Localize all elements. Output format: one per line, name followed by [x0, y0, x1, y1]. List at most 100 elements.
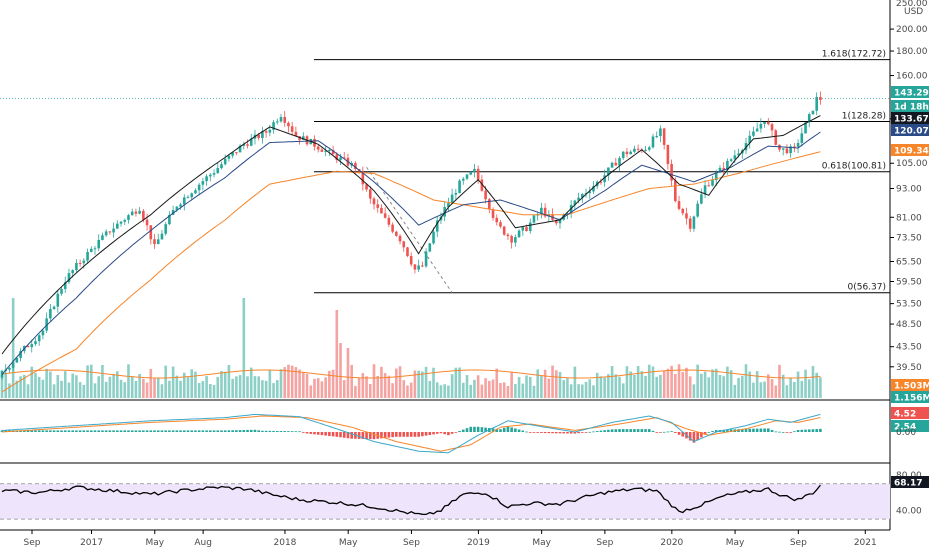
macd-histogram-bar: [528, 432, 532, 433]
macd-histogram-bar: [525, 431, 528, 433]
volume-bar: [354, 385, 357, 398]
price-badge-bg: [891, 112, 929, 124]
volume-bar: [112, 373, 115, 398]
macd-histogram-bar: [603, 430, 606, 432]
volume-bar: [502, 382, 506, 398]
macd-histogram-bar: [160, 430, 164, 432]
macd-histogram-bar: [514, 428, 517, 432]
candle-body: [685, 213, 688, 219]
candle-body: [201, 181, 205, 185]
volume-bar: [290, 365, 294, 398]
volume-bar: [674, 374, 677, 398]
macd-histogram-bar: [45, 430, 48, 432]
macd-histogram-bar: [298, 431, 301, 433]
volume-bar: [153, 378, 156, 398]
macd-histogram-bar: [703, 432, 707, 435]
rsi-badge-bg: [891, 476, 929, 488]
price-badge: 133.67: [894, 115, 929, 125]
macd-histogram-bar: [499, 429, 502, 432]
volume-bar: [748, 371, 752, 398]
macd-zero-label: 0.00: [896, 428, 916, 438]
candle-body: [666, 144, 670, 164]
macd-histogram-bar: [287, 431, 290, 432]
volume-bar: [75, 375, 78, 398]
candle-body: [324, 150, 327, 152]
candle-body: [748, 135, 752, 143]
candle-body: [395, 231, 398, 236]
volume-bar: [581, 384, 584, 398]
candle-body: [726, 160, 729, 170]
macd-histogram-bar: [491, 428, 495, 432]
macd-histogram-bar: [592, 431, 595, 433]
macd-histogram-bar: [149, 430, 153, 432]
candle-body: [484, 190, 487, 200]
macd-histogram-bar: [752, 428, 755, 432]
candle-body: [607, 167, 610, 176]
macd-histogram-bar: [78, 430, 82, 432]
volume-bar: [89, 364, 93, 398]
candle-body: [93, 248, 97, 250]
volume-bar: [588, 379, 592, 398]
candle-body: [145, 219, 149, 226]
candle-body: [294, 131, 298, 137]
currency-label: USD: [904, 7, 923, 17]
candle-body: [383, 213, 387, 218]
candle-body: [406, 247, 409, 257]
macd-histogram-bar: [517, 429, 521, 432]
volume-bar: [785, 385, 789, 398]
macd-histogram-bar: [815, 429, 818, 432]
candle-body: [465, 174, 469, 179]
candle-body: [506, 234, 510, 237]
macd-histogram-bar: [428, 432, 432, 435]
macd-histogram-bar: [97, 430, 101, 432]
volume-bar: [677, 364, 681, 398]
price-tick-label: 65.50: [896, 257, 922, 267]
candle-body: [599, 181, 603, 183]
candle-body: [130, 211, 134, 216]
macd-histogram-bar: [800, 429, 804, 432]
macd-histogram-bar: [573, 432, 577, 434]
volume-bar: [130, 376, 134, 398]
macd-histogram-bar: [116, 430, 119, 432]
macd-histogram-bar: [4, 430, 8, 432]
macd-histogram-bar: [577, 432, 580, 434]
candle-body: [692, 216, 696, 229]
macd-histogram-bar: [82, 430, 86, 432]
candle-body: [249, 138, 253, 146]
macd-histogram-bar: [112, 430, 115, 432]
volume-bar: [149, 368, 153, 398]
macd-histogram-bar: [201, 430, 205, 432]
rsi-badge: 68.17: [894, 479, 922, 489]
candle-body: [268, 129, 272, 133]
candle-body: [283, 117, 287, 123]
volume-bar: [584, 381, 588, 398]
volume-bar: [108, 376, 112, 398]
time-tick-label: Sep: [24, 538, 41, 548]
candle-body: [186, 197, 190, 199]
candle-body: [793, 146, 796, 148]
macd-histogram-bar: [621, 429, 625, 432]
candle-body: [447, 203, 450, 208]
candle-body: [41, 330, 45, 336]
candle-body: [67, 273, 71, 283]
macd-histogram-bar: [220, 430, 223, 432]
macd-histogram-bar: [242, 430, 246, 432]
candle-body: [71, 270, 74, 274]
volume-bar: [391, 383, 394, 398]
macd-histogram-bar: [86, 430, 89, 432]
candle-body: [473, 168, 476, 173]
price-axis: 200.00180.00160.00130.00105.0093.0081.00…: [890, 0, 931, 516]
volume-bar: [603, 377, 606, 398]
candle-body: [212, 173, 216, 175]
candle-body: [331, 149, 335, 155]
macd-histogram-bar: [666, 431, 670, 433]
candle-body: [227, 155, 231, 159]
candle-body: [514, 237, 517, 243]
candle-body: [729, 159, 733, 161]
macd-histogram-bar: [659, 432, 662, 433]
candle-body: [540, 207, 543, 215]
candle-body: [774, 130, 778, 145]
volume-bar: [220, 371, 223, 398]
macd-histogram-bar: [447, 432, 450, 436]
